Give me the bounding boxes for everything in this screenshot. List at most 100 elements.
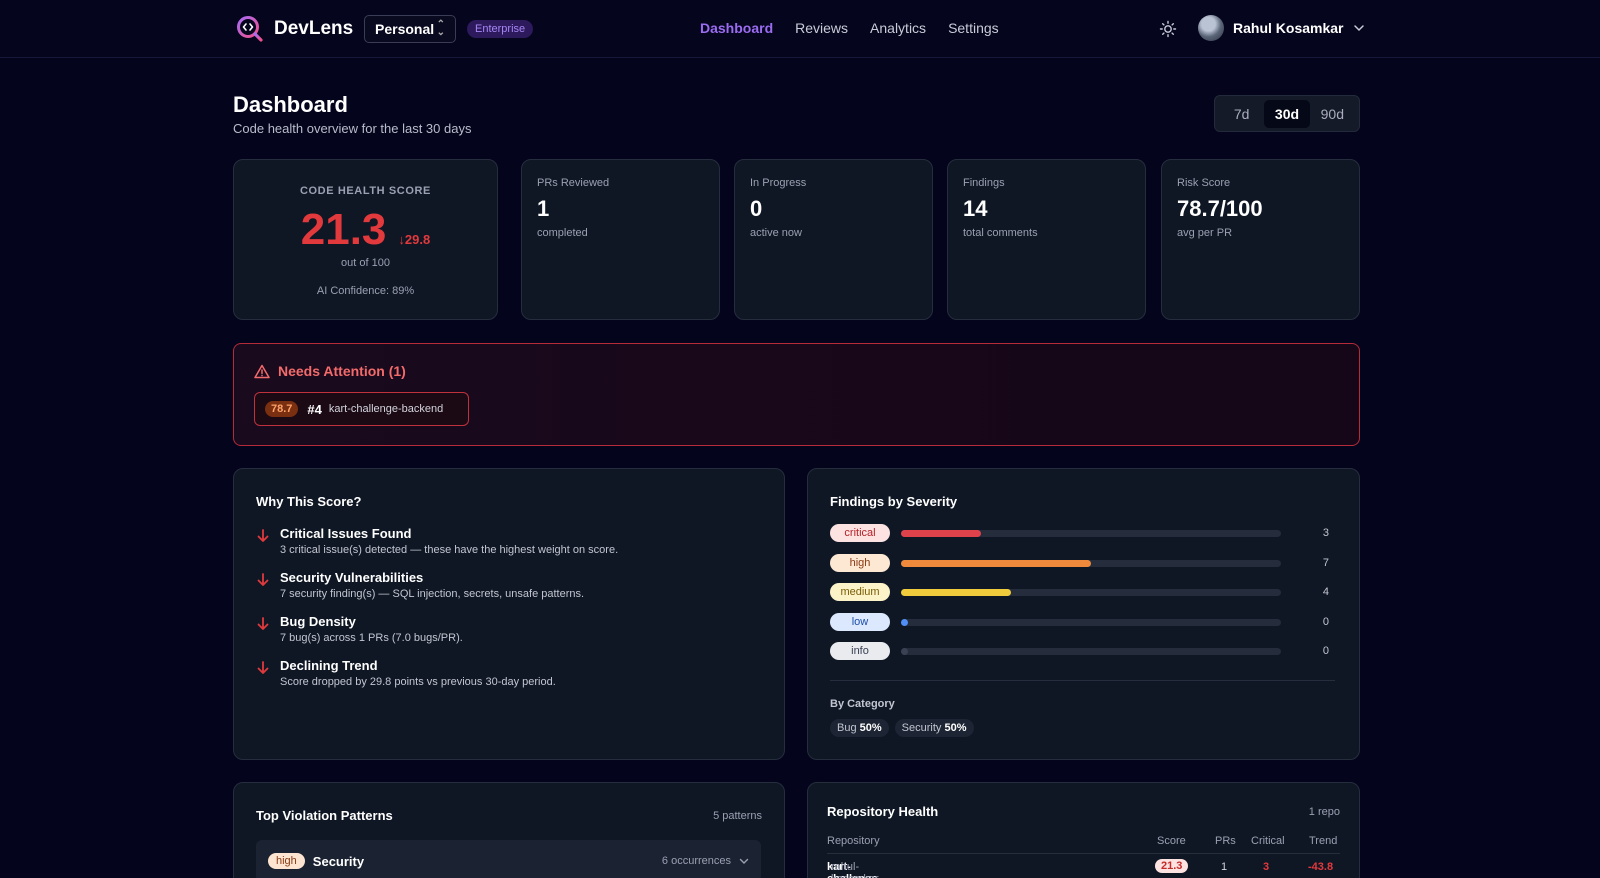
category-tag-bug: Bug 50% <box>830 719 889 737</box>
reason-detail: Score dropped by 29.8 points vs previous… <box>280 676 556 688</box>
reason-item: Bug Density 7 bug(s) across 1 PRs (7.0 bu… <box>256 614 463 644</box>
arrow-down-icon <box>257 529 269 542</box>
category-name: Security <box>901 722 942 734</box>
severity-row-medium: medium 4 <box>830 583 1335 601</box>
reason-item: Critical Issues Found 3 critical issue(s)… <box>256 526 618 556</box>
brand[interactable]: DevLens <box>236 15 353 43</box>
stat-label: In Progress <box>750 177 807 189</box>
reason-title: Security Vulnerabilities <box>280 570 424 585</box>
nav-analytics[interactable]: Analytics <box>870 20 927 36</box>
top-bar: DevLens Personal ⌃ ⌄ Enterprise Dashboard… <box>0 0 1600 58</box>
brand-name: DevLens <box>274 18 354 39</box>
arrow-down-icon <box>257 617 269 630</box>
repository-health-panel: Repository Health 1 repo Repository Scor… <box>807 782 1360 878</box>
severity-row-high: high 7 <box>830 553 1335 572</box>
warning-triangle-icon <box>254 364 270 378</box>
severity-bar-track <box>901 618 1281 626</box>
severity-badge: medium <box>830 583 890 601</box>
repo-name: kart-challenge-backend <box>827 861 881 878</box>
score-delta-value: 29.8 <box>404 232 431 247</box>
by-category-label: By Category <box>830 698 895 710</box>
code-health-card: CODE HEALTH SCORE 21.3 ↓29.8 out of 100 … <box>233 159 498 320</box>
score-delta: ↓29.8 <box>398 232 430 247</box>
panel-title: Why This Score? <box>256 494 362 509</box>
nav-dashboard[interactable]: Dashboard <box>700 20 774 36</box>
severity-count: 0 <box>1322 645 1329 657</box>
reason-item: Declining Trend Score dropped by 29.8 poi… <box>256 658 556 688</box>
severity-row-info: info 0 <box>830 642 1335 660</box>
occurrences: 6 occurrences <box>661 855 731 867</box>
divider <box>830 680 1335 681</box>
pr-repo: kart-challenge-backend <box>328 403 444 415</box>
severity-row-low: low 0 <box>830 612 1335 631</box>
repo-critical: 3 <box>1263 861 1270 873</box>
page-title: Dashboard <box>233 92 348 117</box>
stat-label: Findings <box>963 177 1005 189</box>
why-this-score-panel: Why This Score? Critical Issues Found 3 c… <box>233 468 785 760</box>
col-trend: Trend <box>1309 835 1338 847</box>
top-violation-patterns-panel: Top Violation Patterns 5 patterns high S… <box>233 782 785 878</box>
pr-number: #4 <box>307 401 322 417</box>
category-pct: 50% <box>944 722 967 734</box>
severity-bar-fill <box>901 589 1011 596</box>
user-menu[interactable]: Rahul Kosamkar <box>1198 15 1365 41</box>
code-health-label: CODE HEALTH SCORE <box>299 185 431 197</box>
category-tag-security: Security 50% <box>894 719 974 737</box>
stat-sub: completed <box>537 227 588 239</box>
severity-count: 0 <box>1322 615 1329 628</box>
severity-bar-fill <box>901 648 908 655</box>
score-out-of: out of 100 <box>341 257 390 269</box>
findings-by-severity-panel: Findings by Severity critical 3 high 7 mediu… <box>807 468 1360 760</box>
nav-reviews[interactable]: Reviews <box>795 20 849 36</box>
stat-sub: avg per PR <box>1177 227 1233 239</box>
updown-chevron-icon: ⌃ ⌄ <box>436 19 445 38</box>
severity-bar-fill <box>901 559 1091 567</box>
stat-label: PRs Reviewed <box>537 177 610 189</box>
risk-badge: 78.7 <box>265 401 299 417</box>
severity-bar-track <box>901 530 1281 537</box>
repo-count: 1 repo <box>1308 806 1340 818</box>
stat-sub: active now <box>750 227 802 239</box>
violation-pattern-row[interactable]: high Security 6 occurrences <box>256 840 761 878</box>
severity-badge: low <box>830 612 890 631</box>
stat-label: Risk Score <box>1177 177 1231 189</box>
stat-value: 14 <box>963 196 988 221</box>
severity-count: 7 <box>1322 556 1329 569</box>
ai-confidence: AI Confidence: 89% <box>316 285 415 297</box>
category-tags: Bug 50% Security 50% <box>830 719 974 737</box>
col-prs: PRs <box>1215 835 1236 847</box>
avatar <box>1198 15 1224 41</box>
range-90d[interactable]: 90d <box>1320 105 1344 122</box>
stat-card-findings: Findings 14 total comments <box>947 159 1146 320</box>
range-30d[interactable]: 30d <box>1264 99 1310 128</box>
col-score: Score <box>1157 835 1186 847</box>
nav-settings[interactable]: Settings <box>948 20 999 36</box>
severity-badge: critical <box>830 524 890 542</box>
page-subtitle: Code health overview for the last 30 day… <box>233 121 472 136</box>
stat-card-in-progress: In Progress 0 active now <box>734 159 933 320</box>
reason-item: Security Vulnerabilities 7 security findi… <box>256 570 584 600</box>
panel-title: Repository Health <box>827 804 939 819</box>
reason-title: Bug Density <box>280 614 356 629</box>
workspace-value: Personal <box>375 21 435 37</box>
arrow-down-icon <box>257 573 269 586</box>
repo-score: 21.3 <box>1155 859 1189 873</box>
repo-owner: rahul-kosamkar <box>831 861 879 878</box>
sun-icon[interactable] <box>1159 20 1177 38</box>
user-name: Rahul Kosamkar <box>1233 20 1344 36</box>
divider <box>827 853 1340 854</box>
pattern-name: Security <box>312 853 365 869</box>
severity-bar-track <box>901 559 1281 567</box>
plan-badge: Enterprise <box>467 20 534 38</box>
stat-card-risk-score: Risk Score 78.7/100 avg per PR <box>1161 159 1360 320</box>
range-7d[interactable]: 7d <box>1233 105 1250 122</box>
needs-attention-title: Needs Attention (1) <box>278 363 406 379</box>
workspace-select[interactable]: Personal ⌃ ⌄ <box>364 15 456 43</box>
reason-detail: 7 bug(s) across 1 PRs (7.0 bugs/PR). <box>280 632 463 644</box>
stat-value: 78.7/100 <box>1177 196 1263 221</box>
stat-sub: total comments <box>963 227 1038 239</box>
severity-bar-track <box>901 589 1281 596</box>
chevron-down-icon <box>1354 25 1365 32</box>
attention-pr-item[interactable]: 78.7 #4 kart-challenge-backend <box>254 392 469 426</box>
severity-bar-fill <box>901 530 981 537</box>
